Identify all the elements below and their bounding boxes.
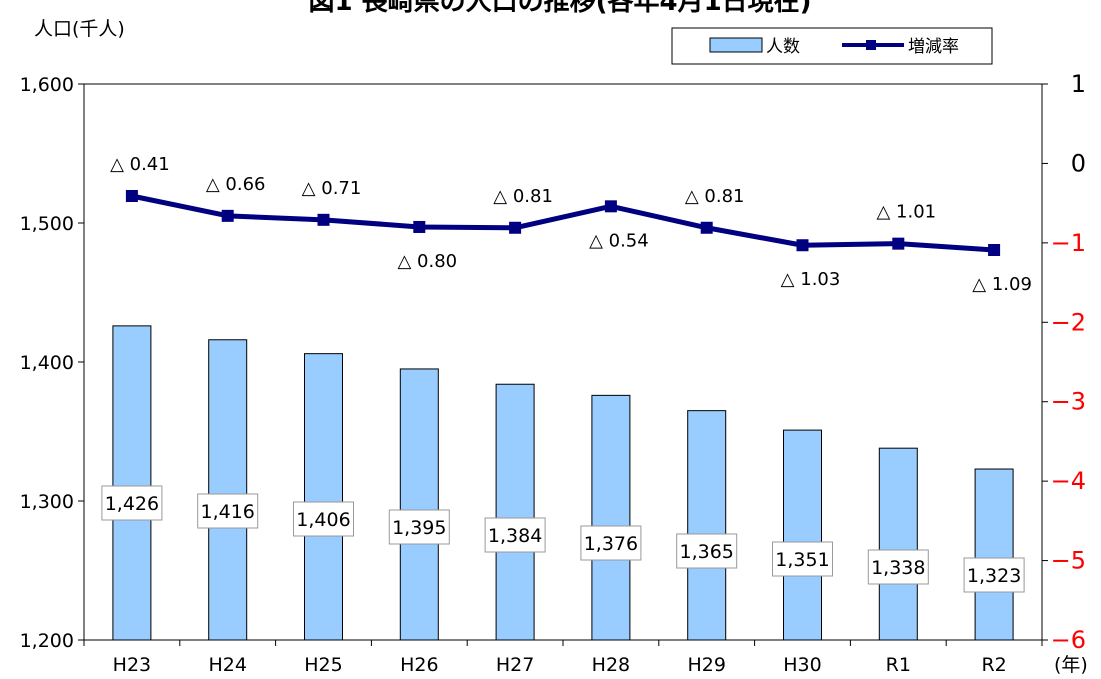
- bar-value-label-box: [580, 525, 642, 561]
- x-tick-label: H30: [783, 654, 821, 676]
- bar: [112, 325, 152, 641]
- bar-value-label: 1,365: [679, 541, 733, 563]
- line-value-label: △ 1.03: [781, 269, 841, 290]
- line-marker: [413, 220, 426, 233]
- x-tick-label: R2: [981, 654, 1006, 676]
- bar: [687, 410, 727, 641]
- line-marker: [892, 237, 905, 250]
- right-tick-label: 0: [1071, 149, 1086, 177]
- bar: [783, 429, 822, 641]
- x-axis-unit: (年): [1054, 654, 1088, 676]
- chart-title: 図1 長崎県の人口の推移(各年4月1日現在): [308, 0, 811, 17]
- bar-value-label-box: [963, 557, 1025, 593]
- left-tick-label: 1,200: [20, 630, 74, 652]
- line-value-label: △ 0.41: [110, 154, 170, 175]
- right-tick-label: 1: [1071, 70, 1086, 98]
- right-tick-label: −4: [1051, 467, 1086, 495]
- bar-value-label-box: [197, 493, 259, 529]
- x-tick-label: H24: [208, 654, 246, 676]
- y-axis-label-left: 人口(千人): [34, 18, 125, 40]
- bar: [399, 368, 439, 641]
- line-value-label: △ 0.66: [206, 174, 266, 195]
- left-tick-label: 1,400: [20, 352, 74, 374]
- bar-value-label: 1,416: [200, 501, 254, 523]
- bar-series: 1,426 1,416 1,406 1,395 1,384 1,376 1,365 1,351…: [101, 325, 1025, 641]
- bar-value-label: 1,323: [967, 565, 1021, 587]
- bar-value-label-box: [772, 541, 833, 577]
- line-path: [131, 193, 995, 253]
- bar-value-label: 1,376: [584, 533, 638, 555]
- line-marker: [604, 200, 617, 213]
- line-value-label: △ 1.09: [972, 274, 1032, 295]
- bar-value-label: 1,426: [105, 493, 159, 515]
- bar-value-label-box: [101, 485, 163, 521]
- bar-value-label-box: [388, 509, 450, 545]
- left-tick-label: 1,300: [20, 491, 74, 513]
- bar-value-label: 1,384: [488, 525, 542, 547]
- right-axis-ticks: 1 0 −1 −2 −3 −4 −5 −6: [1042, 70, 1086, 654]
- bar-value-label-box: [676, 533, 738, 569]
- legend: 人数 増減率: [671, 27, 993, 65]
- line-value-label: △ 1.01: [876, 202, 936, 223]
- legend-label-bars: 人数: [766, 37, 800, 57]
- line-marker: [700, 221, 713, 234]
- line-marker: [509, 221, 522, 234]
- line-value-label: △ 0.54: [589, 230, 649, 251]
- x-tick-label: R1: [886, 654, 911, 676]
- bar: [878, 447, 918, 641]
- left-axis-ticks: 1,200 1,300 1,400 1,500 1,600: [20, 74, 84, 652]
- x-tick-label: H28: [592, 654, 630, 676]
- line-marker: [125, 189, 138, 202]
- line-marker: [221, 209, 234, 222]
- x-tick-label: H25: [304, 654, 342, 676]
- line-marker: [796, 239, 809, 252]
- right-tick-label: −2: [1051, 308, 1086, 336]
- bar-value-label-box: [293, 501, 354, 537]
- bar: [974, 468, 1014, 641]
- bar: [591, 394, 631, 641]
- bar-value-label-box: [484, 517, 546, 553]
- right-tick-label: −6: [1051, 626, 1086, 654]
- bar: [304, 353, 343, 641]
- x-tick-label: H23: [113, 654, 151, 676]
- left-tick-label: 1,500: [20, 213, 74, 235]
- line-marker: [317, 213, 330, 226]
- bar-value-label: 1,406: [296, 509, 350, 531]
- line-value-label: △ 0.80: [397, 251, 457, 272]
- right-tick-label: −1: [1051, 229, 1086, 257]
- legend-label-line: 増減率: [908, 37, 959, 57]
- x-tick-label: H27: [496, 654, 534, 676]
- line-series: △ 0.41 △ 0.66 △ 0.71 △ 0.80 △ 0.81 △ 0.54 △ 0.…: [110, 154, 1032, 295]
- line-marker: [988, 244, 1001, 257]
- bar-value-label-box: [867, 549, 929, 585]
- bar: [495, 383, 535, 641]
- legend-marker: [866, 40, 876, 50]
- legend-swatch-bars: [709, 37, 763, 53]
- bar: [208, 339, 248, 641]
- right-tick-label: −3: [1051, 388, 1086, 416]
- line-value-label: △ 0.81: [685, 186, 745, 207]
- x-axis-ticks: H23 H24 H25 H26 H27 H28 H29 H30 R1 R2: [83, 640, 1043, 676]
- right-tick-label: −5: [1051, 547, 1086, 575]
- left-tick-label: 1,600: [20, 74, 74, 96]
- bar-value-label: 1,351: [775, 549, 829, 571]
- bar-value-label: 1,338: [871, 557, 925, 579]
- line-value-label: △ 0.71: [302, 178, 362, 199]
- bar-value-label: 1,395: [392, 517, 446, 539]
- line-value-label: △ 0.81: [493, 186, 553, 207]
- x-tick-label: H29: [687, 654, 725, 676]
- x-tick-label: H26: [400, 654, 438, 676]
